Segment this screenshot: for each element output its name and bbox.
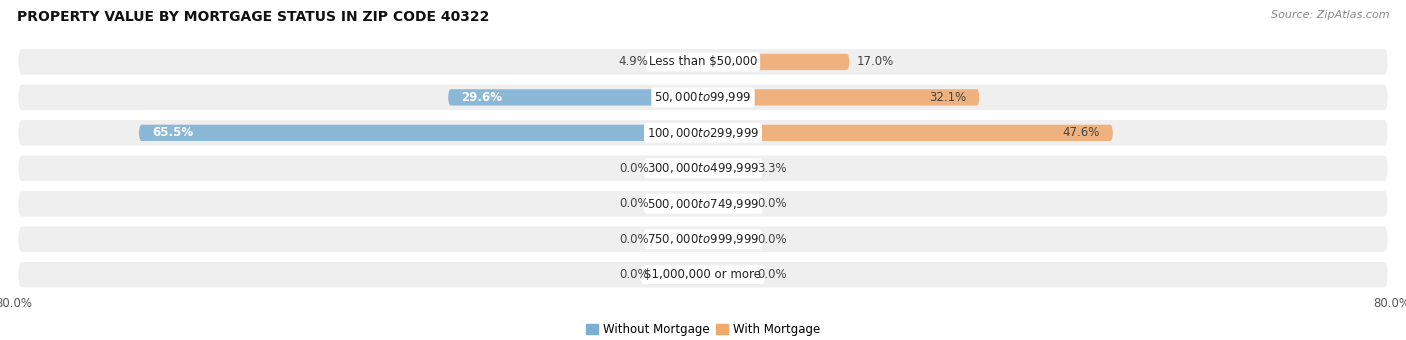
Text: $750,000 to $999,999: $750,000 to $999,999 xyxy=(647,232,759,246)
Text: 4.9%: 4.9% xyxy=(619,55,648,68)
Text: 17.0%: 17.0% xyxy=(856,55,894,68)
FancyBboxPatch shape xyxy=(703,54,849,70)
Text: 32.1%: 32.1% xyxy=(929,91,966,104)
Text: 0.0%: 0.0% xyxy=(758,268,787,281)
FancyBboxPatch shape xyxy=(703,231,751,248)
FancyBboxPatch shape xyxy=(655,267,703,283)
Text: 0.0%: 0.0% xyxy=(758,197,787,210)
Text: $1,000,000 or more: $1,000,000 or more xyxy=(644,268,762,281)
Text: $50,000 to $99,999: $50,000 to $99,999 xyxy=(654,90,752,104)
FancyBboxPatch shape xyxy=(18,155,1388,181)
FancyBboxPatch shape xyxy=(703,160,751,176)
FancyBboxPatch shape xyxy=(703,267,751,283)
FancyBboxPatch shape xyxy=(655,231,703,248)
Text: Less than $50,000: Less than $50,000 xyxy=(648,55,758,68)
FancyBboxPatch shape xyxy=(703,195,751,212)
Text: Source: ZipAtlas.com: Source: ZipAtlas.com xyxy=(1271,10,1389,20)
FancyBboxPatch shape xyxy=(18,191,1388,217)
Text: 0.0%: 0.0% xyxy=(758,233,787,246)
FancyBboxPatch shape xyxy=(655,54,703,70)
Text: 0.0%: 0.0% xyxy=(619,162,648,175)
Text: 29.6%: 29.6% xyxy=(461,91,502,104)
Legend: Without Mortgage, With Mortgage: Without Mortgage, With Mortgage xyxy=(581,319,825,340)
FancyBboxPatch shape xyxy=(655,160,703,176)
Text: 0.0%: 0.0% xyxy=(619,233,648,246)
FancyBboxPatch shape xyxy=(449,89,703,105)
Text: 0.0%: 0.0% xyxy=(619,268,648,281)
Text: 0.0%: 0.0% xyxy=(619,197,648,210)
Text: 3.3%: 3.3% xyxy=(758,162,787,175)
Text: $300,000 to $499,999: $300,000 to $499,999 xyxy=(647,161,759,175)
FancyBboxPatch shape xyxy=(139,125,703,141)
FancyBboxPatch shape xyxy=(703,125,1114,141)
FancyBboxPatch shape xyxy=(18,120,1388,146)
Text: PROPERTY VALUE BY MORTGAGE STATUS IN ZIP CODE 40322: PROPERTY VALUE BY MORTGAGE STATUS IN ZIP… xyxy=(17,10,489,24)
Text: $500,000 to $749,999: $500,000 to $749,999 xyxy=(647,197,759,211)
FancyBboxPatch shape xyxy=(18,49,1388,75)
FancyBboxPatch shape xyxy=(18,85,1388,110)
FancyBboxPatch shape xyxy=(703,89,980,105)
FancyBboxPatch shape xyxy=(18,226,1388,252)
Text: 47.6%: 47.6% xyxy=(1063,126,1099,139)
FancyBboxPatch shape xyxy=(655,195,703,212)
Text: 65.5%: 65.5% xyxy=(152,126,193,139)
FancyBboxPatch shape xyxy=(18,262,1388,287)
Text: $100,000 to $299,999: $100,000 to $299,999 xyxy=(647,126,759,140)
